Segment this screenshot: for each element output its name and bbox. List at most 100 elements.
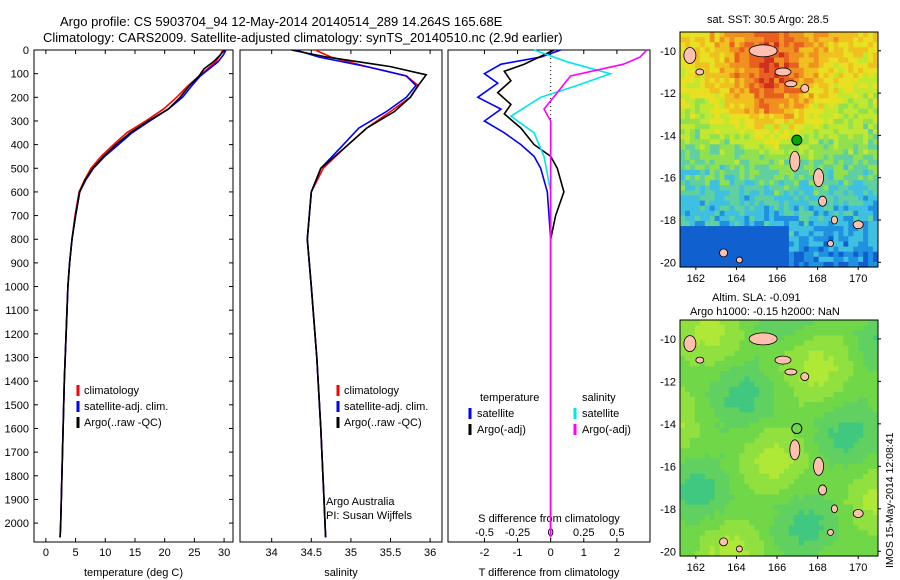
map-cell	[848, 473, 854, 480]
map-cell	[798, 484, 805, 490]
map-cell	[704, 113, 711, 120]
map-cell	[793, 320, 800, 326]
map-cell	[724, 345, 730, 352]
map-cell	[680, 88, 686, 94]
map-cell	[788, 52, 795, 59]
map-cell	[818, 261, 825, 268]
map-cell	[694, 381, 701, 388]
map-cell	[680, 545, 686, 552]
map-cell	[714, 139, 721, 145]
map-cell	[779, 205, 785, 212]
map-cell	[853, 200, 859, 207]
map-cell	[803, 134, 810, 140]
map-cell	[803, 453, 810, 460]
map-cell	[734, 205, 740, 212]
map-cell	[853, 154, 859, 161]
map-cell	[833, 129, 839, 135]
map-cell	[685, 236, 691, 242]
map-cell	[744, 195, 750, 202]
map-cell	[714, 520, 721, 526]
map-cell	[788, 129, 795, 135]
map-cell	[858, 52, 864, 59]
map-cell	[769, 504, 775, 511]
map-cell	[798, 261, 805, 268]
map-cell	[739, 330, 745, 336]
map-cell	[808, 350, 815, 357]
map-cell	[724, 246, 730, 253]
map-cell	[729, 78, 735, 84]
map-cell	[808, 83, 815, 89]
map-cell	[788, 175, 795, 181]
map-cell	[719, 67, 726, 74]
map-cell	[853, 530, 859, 536]
map-cell	[798, 545, 805, 552]
map-cell	[828, 154, 834, 161]
map-cell	[818, 540, 825, 547]
map-cell	[863, 355, 869, 362]
map-cell	[739, 118, 745, 125]
map-cell	[719, 376, 726, 383]
map-cell	[719, 42, 726, 48]
map-cell	[714, 93, 721, 99]
map-cell	[813, 200, 820, 207]
map-cell	[685, 113, 691, 120]
map-cell	[694, 195, 701, 202]
map-cell	[739, 438, 745, 444]
map-cell	[759, 231, 765, 237]
map-cell	[744, 144, 750, 151]
map-cell	[754, 113, 760, 120]
map-cell	[699, 118, 706, 125]
map-cell	[739, 381, 745, 388]
map-cell	[749, 251, 755, 258]
map-cell	[754, 205, 760, 212]
map-cell	[808, 530, 815, 536]
x-tick-label: 34	[266, 547, 278, 559]
map-cell	[858, 103, 864, 110]
map-cell	[808, 361, 815, 367]
map-cell	[848, 479, 854, 485]
map-cell	[798, 42, 805, 48]
map-cell	[699, 261, 706, 268]
map-cell	[714, 515, 721, 521]
map-cell	[734, 67, 740, 74]
map-cell	[863, 139, 869, 145]
map-cell	[853, 391, 859, 398]
map-cell	[694, 52, 701, 59]
map-cell	[798, 417, 805, 424]
map-cell	[754, 386, 760, 393]
map-cell	[848, 190, 854, 197]
map-cell	[818, 509, 825, 516]
map-cell	[823, 37, 829, 43]
map-cell	[699, 246, 706, 253]
map-cell	[808, 93, 815, 99]
map-cell	[828, 93, 834, 99]
map-cell	[694, 386, 701, 393]
map-cell	[798, 515, 805, 521]
map-cell	[858, 226, 864, 232]
map-cell	[689, 448, 696, 454]
map-cell	[853, 550, 859, 557]
map-cell	[724, 494, 730, 501]
y-tick-label: 300	[11, 116, 29, 128]
map-cell	[784, 479, 790, 485]
map-cell	[689, 453, 696, 460]
map-cell	[873, 540, 879, 547]
map-cell	[685, 376, 691, 383]
map-cell	[784, 335, 790, 342]
map-cell	[734, 78, 740, 84]
map-cell	[848, 494, 854, 501]
map-cell	[803, 256, 810, 263]
map-cell	[798, 330, 805, 336]
map-cell	[699, 169, 706, 176]
map-cell	[724, 210, 730, 217]
map-cell	[853, 231, 859, 237]
map-cell	[818, 417, 825, 424]
map-cell	[798, 164, 805, 171]
salinity-xlabel: salinity	[324, 567, 358, 579]
map-cell	[774, 417, 780, 424]
map-cell	[793, 494, 800, 501]
map-cell	[788, 124, 795, 130]
map-cell	[873, 215, 879, 222]
map-cell	[714, 427, 721, 434]
map-cell	[868, 443, 874, 449]
